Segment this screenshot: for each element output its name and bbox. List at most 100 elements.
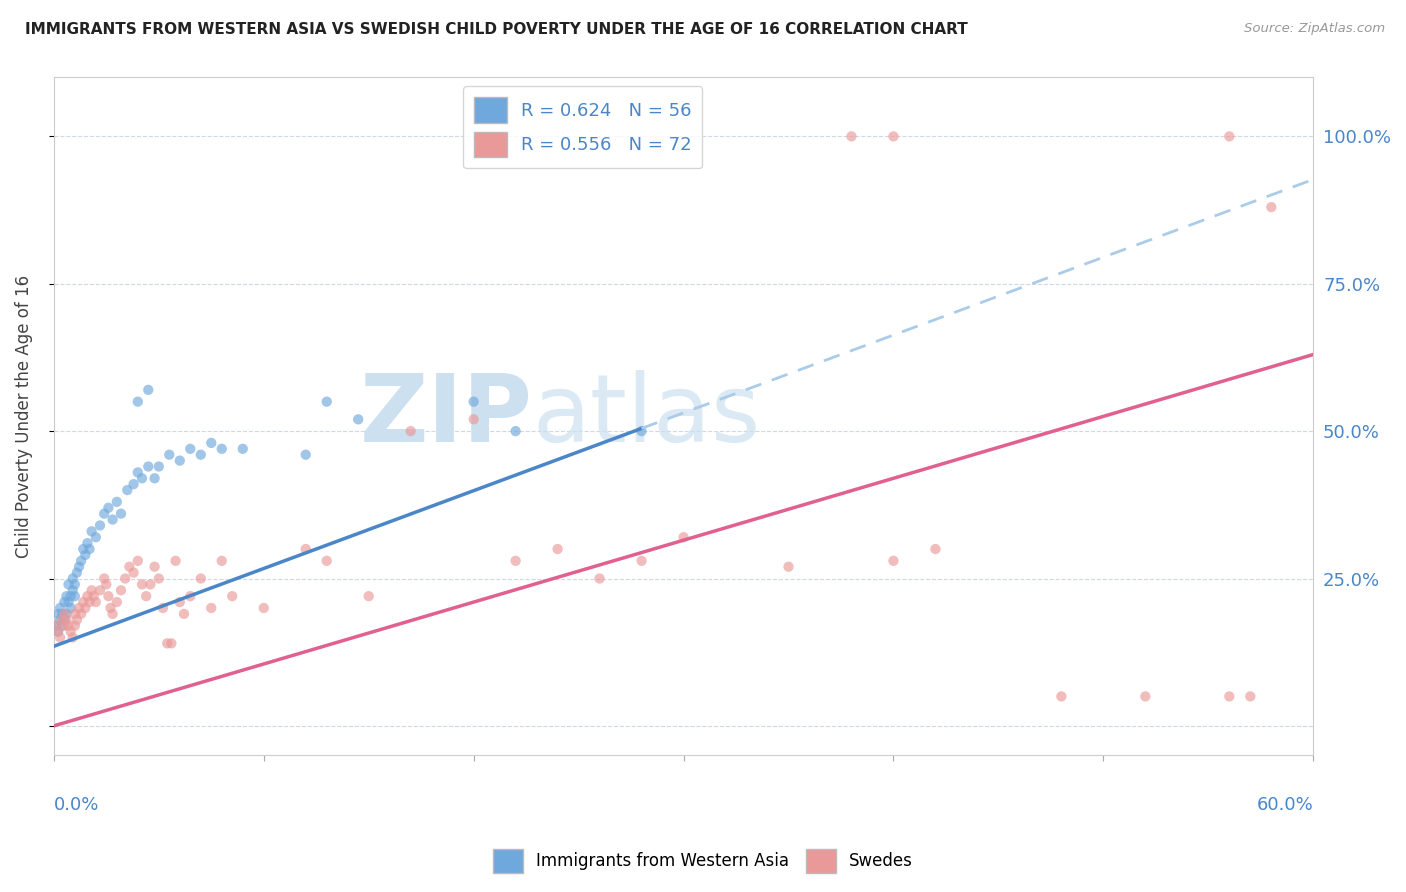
Point — [357, 589, 380, 603]
Point — [63, 607, 86, 621]
Point — [96, 577, 118, 591]
Point — [179, 442, 201, 456]
Point — [63, 589, 86, 603]
Point — [136, 459, 159, 474]
Point — [80, 524, 103, 539]
Point — [672, 530, 695, 544]
Point — [211, 442, 233, 456]
Point — [139, 577, 162, 591]
Point — [1135, 690, 1157, 704]
Point — [630, 554, 652, 568]
Point — [51, 613, 73, 627]
Point — [84, 595, 107, 609]
Point — [45, 618, 67, 632]
Point — [66, 566, 89, 580]
Point — [67, 559, 90, 574]
Point — [118, 559, 141, 574]
Text: ZIP: ZIP — [360, 370, 533, 462]
Point — [80, 583, 103, 598]
Point — [127, 554, 149, 568]
Point — [1050, 690, 1073, 704]
Point — [105, 595, 128, 609]
Point — [588, 572, 610, 586]
Point — [93, 572, 115, 586]
Point — [105, 495, 128, 509]
Point — [59, 601, 82, 615]
Point — [148, 572, 170, 586]
Point — [97, 589, 120, 603]
Point — [143, 471, 166, 485]
Point — [841, 129, 863, 144]
Point — [924, 542, 946, 557]
Point — [110, 507, 132, 521]
Point — [62, 583, 84, 598]
Point — [347, 412, 370, 426]
Point — [63, 618, 86, 632]
Point — [169, 453, 191, 467]
Point — [169, 595, 191, 609]
Point — [53, 613, 76, 627]
Point — [93, 507, 115, 521]
Point — [83, 589, 105, 603]
Point — [101, 512, 124, 526]
Point — [232, 442, 254, 456]
Point — [221, 589, 243, 603]
Point — [156, 636, 179, 650]
Point — [75, 601, 97, 615]
Point — [59, 589, 82, 603]
Point — [1218, 129, 1240, 144]
Point — [399, 424, 422, 438]
Point — [294, 448, 316, 462]
Point — [110, 583, 132, 598]
Point — [157, 448, 180, 462]
Point — [76, 589, 98, 603]
Point — [58, 595, 80, 609]
Point — [97, 500, 120, 515]
Point — [79, 595, 101, 609]
Point — [136, 383, 159, 397]
Point — [190, 572, 212, 586]
Point — [53, 607, 76, 621]
Point — [55, 589, 77, 603]
Point — [165, 554, 187, 568]
Point — [89, 583, 111, 598]
Point — [160, 636, 183, 650]
Point — [148, 459, 170, 474]
Legend: R = 0.624   N = 56, R = 0.556   N = 72: R = 0.624 N = 56, R = 0.556 N = 72 — [463, 87, 703, 169]
Point — [127, 394, 149, 409]
Point — [190, 448, 212, 462]
Point — [72, 542, 94, 557]
Point — [882, 129, 904, 144]
Text: 60.0%: 60.0% — [1257, 796, 1313, 814]
Point — [46, 624, 69, 639]
Point — [53, 618, 76, 632]
Point — [547, 542, 569, 557]
Point — [62, 572, 84, 586]
Point — [152, 601, 174, 615]
Point — [505, 424, 527, 438]
Text: 0.0%: 0.0% — [53, 796, 100, 814]
Point — [49, 613, 72, 627]
Point — [51, 618, 73, 632]
Point — [630, 424, 652, 438]
Point — [55, 607, 77, 621]
Point — [211, 554, 233, 568]
Point — [1239, 690, 1261, 704]
Point — [53, 595, 76, 609]
Point — [49, 631, 72, 645]
Point — [76, 536, 98, 550]
Point — [66, 613, 89, 627]
Point — [89, 518, 111, 533]
Point — [70, 554, 93, 568]
Point — [45, 618, 67, 632]
Point — [122, 566, 145, 580]
Text: Source: ZipAtlas.com: Source: ZipAtlas.com — [1244, 22, 1385, 36]
Point — [200, 601, 222, 615]
Point — [122, 477, 145, 491]
Point — [67, 601, 90, 615]
Point — [143, 559, 166, 574]
Point — [58, 577, 80, 591]
Point — [131, 577, 153, 591]
Point — [294, 542, 316, 557]
Point — [463, 412, 485, 426]
